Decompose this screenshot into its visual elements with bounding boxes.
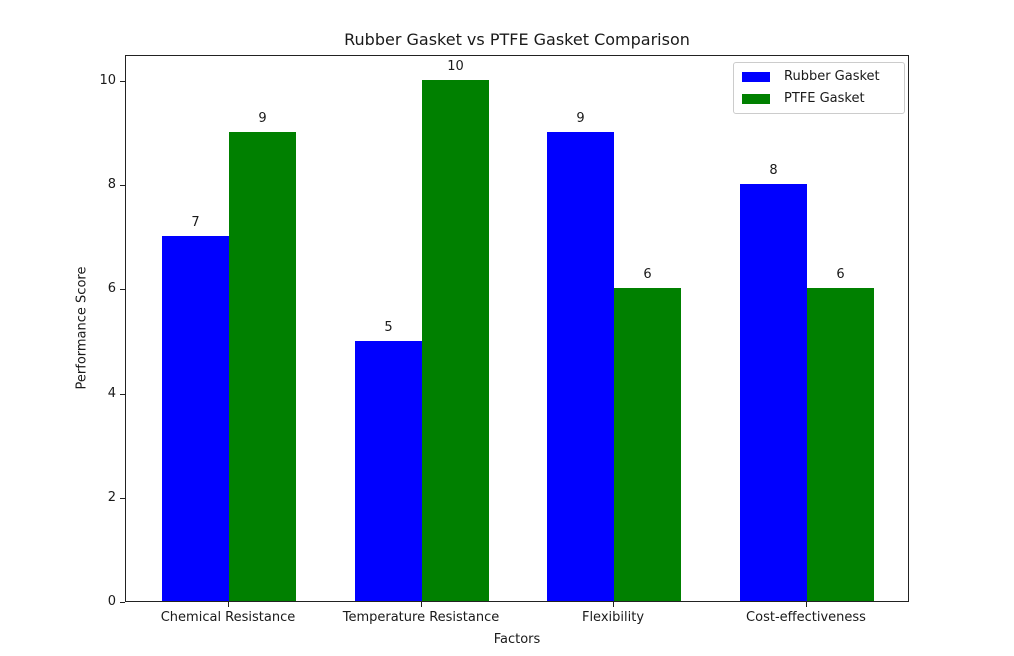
y-axis-label: Performance Score bbox=[74, 266, 90, 390]
x-tick-mark bbox=[421, 602, 422, 607]
legend-item-rubber: Rubber Gasket bbox=[742, 69, 880, 84]
y-tick-mark bbox=[120, 497, 125, 499]
bar bbox=[355, 340, 422, 601]
x-tick-label: Flexibility bbox=[581, 610, 645, 625]
ptfe-swatch-icon bbox=[742, 93, 770, 104]
x-tick-mark bbox=[613, 602, 614, 607]
rubber-swatch-icon bbox=[742, 71, 770, 82]
y-tick-label: 0 bbox=[107, 594, 116, 609]
y-tick-label: 10 bbox=[99, 73, 116, 88]
y-tick-label: 8 bbox=[107, 177, 116, 193]
x-tick-label: Temperature Resistance bbox=[342, 610, 500, 625]
bar bbox=[547, 132, 614, 601]
bar bbox=[807, 288, 874, 601]
x-tick-label: Chemical Resistance bbox=[160, 610, 296, 625]
legend-item-ptfe: PTFE Gasket bbox=[742, 91, 865, 106]
y-tick-mark bbox=[120, 289, 125, 291]
bar bbox=[422, 80, 489, 601]
data-label: 8 bbox=[769, 163, 778, 179]
bar bbox=[162, 236, 229, 601]
data-label: 5 bbox=[384, 319, 393, 335]
x-tick-mark bbox=[228, 602, 229, 607]
legend-label: PTFE Gasket bbox=[784, 91, 865, 106]
data-label: 9 bbox=[576, 111, 585, 127]
chart-title: Rubber Gasket vs PTFE Gasket Comparison bbox=[344, 30, 690, 49]
bar bbox=[229, 132, 296, 601]
data-label: 6 bbox=[643, 267, 652, 283]
legend: Rubber Gasket PTFE Gasket bbox=[733, 62, 905, 114]
y-tick-label: 6 bbox=[107, 281, 116, 297]
y-tick-mark bbox=[120, 81, 125, 82]
y-tick-mark bbox=[120, 185, 125, 187]
data-label: 6 bbox=[836, 267, 845, 283]
x-tick-mark bbox=[806, 602, 807, 607]
y-tick-label: 2 bbox=[107, 489, 116, 505]
y-tick-mark bbox=[120, 602, 125, 603]
bar bbox=[740, 184, 807, 601]
data-label: 7 bbox=[191, 215, 200, 231]
data-label: 9 bbox=[258, 111, 267, 127]
y-tick-label: 4 bbox=[107, 385, 116, 401]
x-axis-label: Factors bbox=[493, 632, 541, 647]
plot-area: 7 5 9 8 9 10 6 6 bbox=[125, 55, 909, 602]
y-tick-mark bbox=[120, 393, 125, 395]
x-tick-label: Cost-effectiveness bbox=[746, 610, 866, 625]
bar bbox=[614, 288, 681, 601]
data-label: 10 bbox=[447, 59, 464, 74]
legend-label: Rubber Gasket bbox=[784, 69, 880, 84]
